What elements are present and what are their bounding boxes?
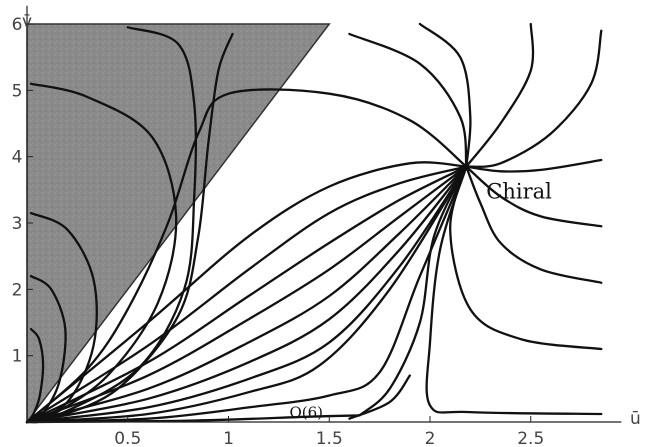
x-axis-label: ū (630, 409, 641, 429)
flow-line-7 (25, 88, 468, 424)
flow-line-22 (465, 165, 603, 284)
flow-line-23 (465, 165, 603, 228)
flow-line-5 (25, 26, 198, 424)
flow-line-13 (25, 165, 468, 424)
y-tick-label: 3 (12, 214, 23, 234)
flow-line-16 (25, 165, 468, 424)
chiral-fixed-point-label: Chiral (486, 180, 552, 204)
flow-line-19 (348, 374, 411, 420)
y-tick-label: 1 (12, 347, 23, 367)
flow-line-14 (25, 165, 468, 424)
y-axis-label: v̄ (22, 12, 32, 32)
x-tick-label: 1.5 (316, 429, 343, 447)
y-tick-label: 5 (12, 81, 23, 101)
y-tick-label: 6 (12, 15, 23, 35)
flow-line-12 (25, 165, 468, 424)
unstable-region-shading (26, 23, 331, 425)
flow-line-28 (348, 32, 468, 168)
flow-lines (25, 22, 603, 424)
x-tick-label: 1 (223, 429, 234, 447)
flow-line-8 (25, 161, 468, 424)
y-tick-label: 4 (12, 148, 23, 168)
flow-line-9 (25, 165, 468, 424)
flow-line-25 (465, 29, 603, 168)
flow-line-10 (25, 165, 468, 424)
flow-line-21 (449, 165, 603, 351)
o6-fixed-point-label: O(6) (289, 403, 323, 421)
x-tick-label: 2.5 (517, 429, 544, 447)
flow-line-27 (418, 22, 472, 168)
flow-line-18 (358, 165, 468, 417)
y-axis-ticks: 1 2 3 4 5 6 (12, 15, 33, 367)
x-tick-label: 0.5 (114, 429, 141, 447)
flow-line-26 (465, 22, 535, 168)
flow-line-20 (425, 165, 603, 416)
flow-line-11 (25, 165, 468, 424)
x-axis-ticks: 0.5 1 1.5 2 2.5 (114, 416, 544, 447)
flow-line-24 (465, 158, 603, 173)
y-tick-label: 2 (12, 280, 23, 300)
x-tick-label: 2 (425, 429, 436, 447)
